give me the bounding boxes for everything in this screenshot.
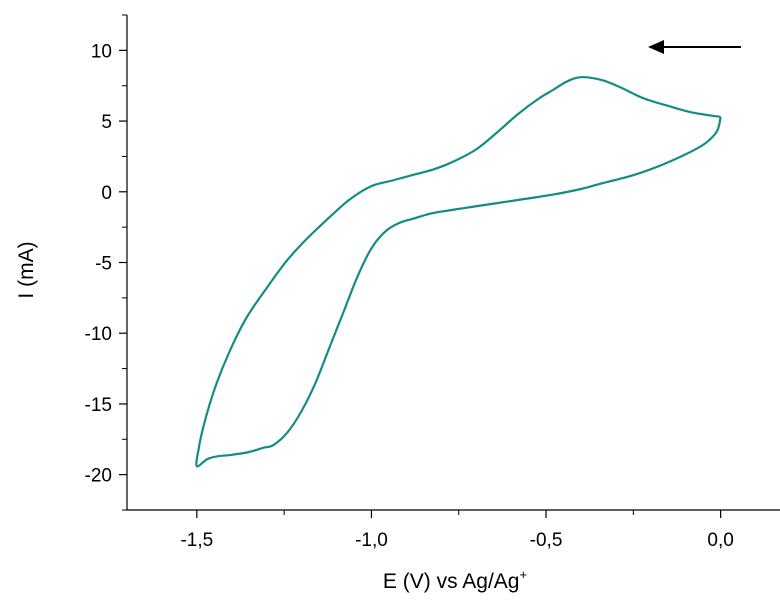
scan-direction-arrow <box>648 40 741 54</box>
y-tick-label: -20 <box>85 466 112 487</box>
y-tick-label: -5 <box>95 254 112 275</box>
plot-frame <box>126 15 780 511</box>
series-group <box>195 76 722 468</box>
arrow-head <box>648 40 664 54</box>
y-tick-label: -10 <box>85 324 112 345</box>
x-tick-label: -0,5 <box>530 530 563 551</box>
y-axis-ticks: -20 -15 -10 -5 0 5 10 <box>85 14 127 511</box>
y-tick-label: 0 <box>101 183 112 204</box>
x-axis-title: E (V) vs Ag/Ag+ <box>383 567 527 593</box>
x-axis-title-superscript: + <box>519 567 527 582</box>
cv-curve <box>195 76 722 468</box>
y-tick-label: 10 <box>91 41 112 62</box>
x-tick-label: -1,5 <box>180 530 213 551</box>
x-axis-ticks: -1,5 -1,0 -0,5 0,0 <box>180 510 734 551</box>
y-axis-title: I (mA) <box>15 241 38 298</box>
y-tick-label: -15 <box>85 395 112 416</box>
y-tick-label: 5 <box>101 112 112 133</box>
x-tick-label: 0,0 <box>707 530 733 551</box>
x-tick-label: -1,0 <box>355 530 388 551</box>
x-axis-title-text: E (V) vs Ag/Ag <box>383 570 520 593</box>
